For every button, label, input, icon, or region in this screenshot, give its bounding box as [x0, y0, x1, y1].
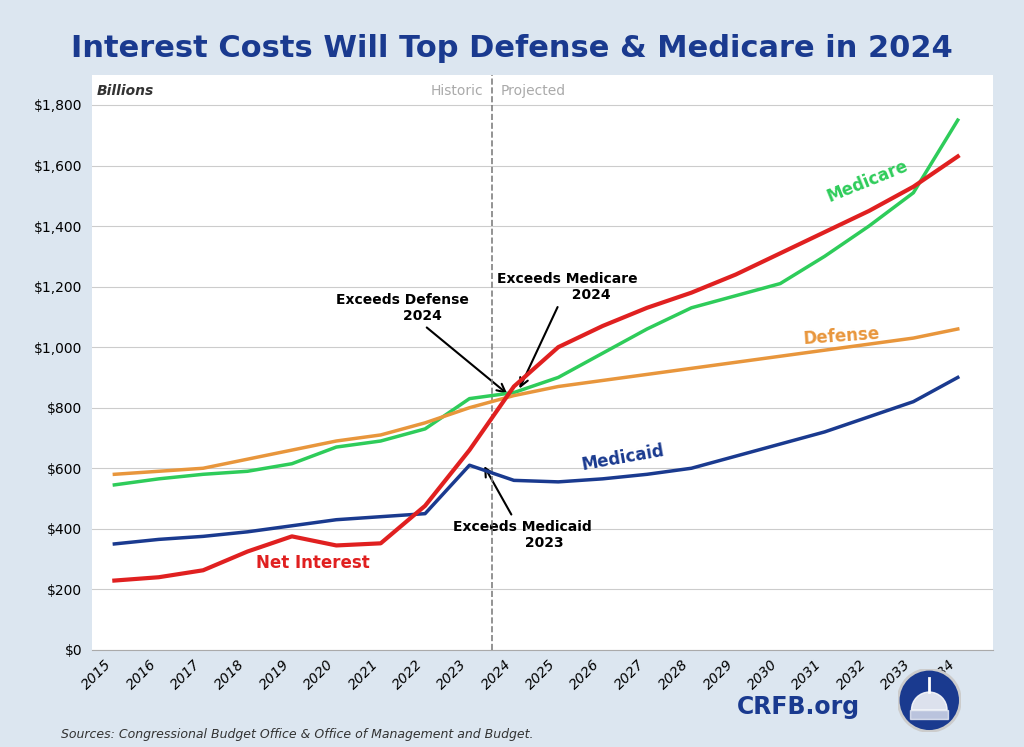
Text: Defense: Defense	[803, 325, 881, 348]
Text: Exceeds Medicare
          2024: Exceeds Medicare 2024	[497, 272, 638, 386]
Text: Exceeds Defense
        2024: Exceeds Defense 2024	[337, 293, 506, 392]
Text: Historic: Historic	[430, 84, 482, 98]
Text: CRFB.org: CRFB.org	[737, 695, 860, 719]
Text: Projected: Projected	[501, 84, 565, 98]
Text: Exceeds Medicaid
         2023: Exceeds Medicaid 2023	[454, 468, 592, 550]
Text: Medicaid: Medicaid	[581, 441, 667, 474]
Text: Net Interest: Net Interest	[256, 554, 370, 572]
Text: Medicare: Medicare	[824, 157, 911, 206]
FancyBboxPatch shape	[910, 710, 948, 719]
Text: Billions: Billions	[96, 84, 154, 98]
Text: Interest Costs Will Top Defense & Medicare in 2024: Interest Costs Will Top Defense & Medica…	[71, 34, 953, 63]
Text: Sources: Congressional Budget Office & Office of Management and Budget.: Sources: Congressional Budget Office & O…	[61, 728, 534, 741]
Wedge shape	[911, 692, 947, 710]
Circle shape	[899, 671, 959, 730]
